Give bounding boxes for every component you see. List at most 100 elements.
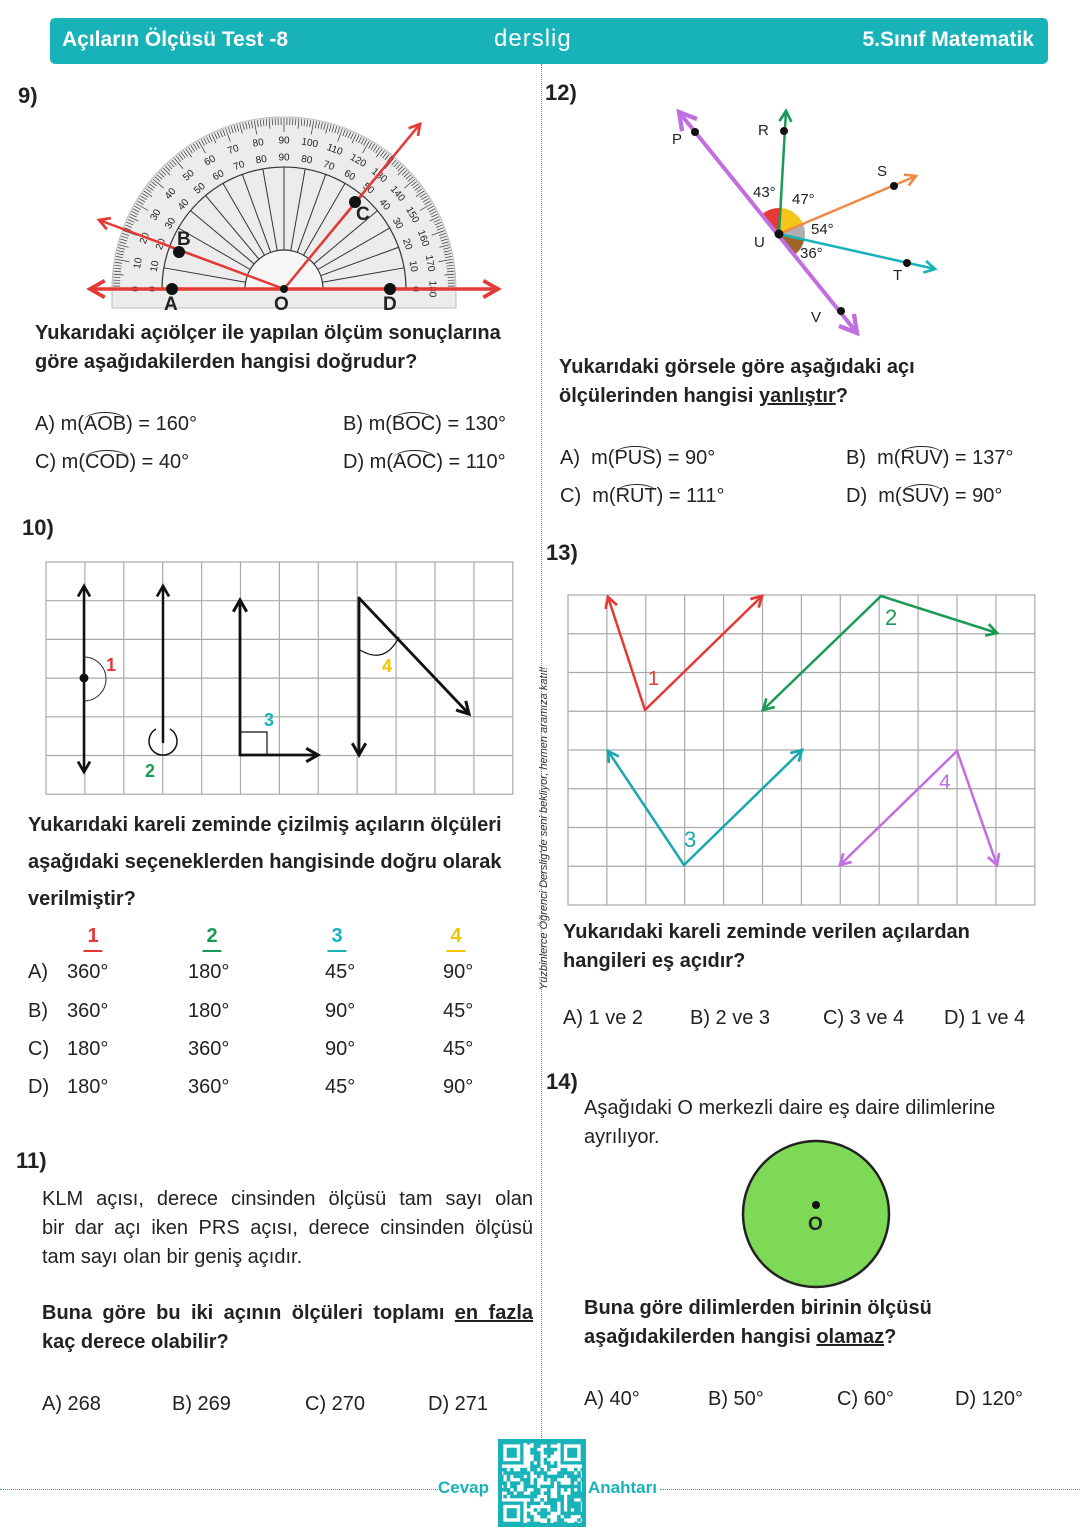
q13-option-c[interactable]: C) 3 ve 4: [823, 1007, 905, 1029]
q10-grid-figure: [45, 561, 514, 795]
q11-option-d[interactable]: D) 271: [428, 1393, 489, 1415]
degree-tick: [368, 142, 373, 149]
q12-option-d[interactable]: D) m(SUV) = 90°: [846, 484, 1003, 507]
degree-tick: [447, 270, 455, 273]
table-cell: 45°: [325, 961, 356, 983]
angle-value-36: 36°: [800, 245, 823, 262]
q14-option-d[interactable]: D) 120°: [955, 1388, 1024, 1410]
point-r: [780, 127, 788, 135]
degree-tick: [113, 273, 124, 276]
q10-option-c[interactable]: C): [28, 1038, 50, 1060]
answer-key-label-left[interactable]: Cevap: [438, 1478, 490, 1497]
q13-grid-figure: [567, 594, 1036, 906]
test-title: Açıların Ölçüsü Test -8: [62, 28, 289, 51]
degree-tick: [114, 264, 122, 267]
table-cell: 180°: [188, 1000, 230, 1022]
degree-tick: [431, 230, 445, 236]
degree-tick: [162, 167, 171, 176]
q14-text-line-2: ayrılıyor.: [584, 1126, 660, 1148]
q9-option-d[interactable]: D) m(AOC) = 110°: [343, 450, 506, 473]
inner-scale-label: 30: [163, 216, 178, 232]
q14-question-line-1: Buna göre dilimlerden birinin ölçüsü: [584, 1297, 932, 1319]
angle-value-54: 54°: [811, 221, 834, 238]
degree-tick: [118, 244, 129, 248]
degree-tick: [198, 140, 206, 154]
degree-tick: [345, 130, 349, 138]
degree-tick: [424, 200, 431, 205]
q11-question-line-1: Buna göre bu iki açının ölçüleri toplamı…: [42, 1302, 533, 1324]
degree-tick: [328, 124, 332, 132]
q14-option-a[interactable]: A) 40°: [584, 1388, 640, 1410]
inner-scale-label: 80: [255, 154, 268, 167]
degree-tick: [253, 120, 258, 135]
degree-tick: [265, 118, 268, 126]
degree-tick: [393, 161, 399, 168]
degree-tick: [122, 232, 130, 236]
degree-tick: [134, 205, 141, 210]
q14-text-line-1: Aşağıdaki O merkezli daire eş daire dili…: [584, 1097, 996, 1119]
qr-code-icon: [498, 1439, 586, 1527]
angle-label-3: 3: [264, 710, 275, 730]
point-label-v: V: [811, 309, 822, 326]
degree-tick: [222, 129, 226, 137]
degree-tick: [149, 183, 155, 189]
q13-option-b[interactable]: B) 2 ve 3: [690, 1007, 771, 1029]
q10-option-a[interactable]: A): [28, 961, 48, 983]
table-cell: 90°: [443, 1076, 474, 1098]
degree-tick: [119, 241, 127, 245]
q10-option-b[interactable]: B): [28, 1000, 48, 1022]
angle-1-vertex: [79, 673, 89, 683]
degree-tick: [242, 122, 245, 130]
degree-tick: [403, 172, 410, 178]
q12-option-c[interactable]: C) m(RUT) = 111°: [560, 484, 725, 507]
q13-option-d[interactable]: D) 1 ve 4: [944, 1007, 1026, 1029]
q14-option-b[interactable]: B) 50°: [708, 1388, 764, 1410]
table-cell: 360°: [188, 1076, 230, 1098]
q11-option-c[interactable]: C) 270: [305, 1393, 366, 1415]
point-p: [691, 128, 699, 136]
q9-option-a[interactable]: A) m(AOB) = 160°: [35, 412, 197, 435]
point-o: [280, 285, 288, 293]
degree-tick: [178, 154, 184, 160]
outer-scale-label: 80: [252, 137, 265, 150]
degree-tick: [225, 128, 231, 142]
subject-label: 5.Sınıf Matematik: [862, 28, 1034, 51]
degree-tick: [190, 145, 195, 152]
angle-2-arc: [148, 728, 178, 756]
q9-option-b[interactable]: B) m(BOC) = 130°: [343, 412, 507, 435]
q14-option-c[interactable]: C) 60°: [837, 1388, 894, 1410]
degree-tick: [444, 273, 455, 276]
degree-tick: [395, 163, 401, 170]
q12-option-a[interactable]: A) m(PUS) = 90°: [560, 446, 716, 469]
angle-value-43: 43°: [753, 184, 776, 201]
question-number-9: 9): [18, 83, 38, 108]
degree-tick: [438, 258, 453, 263]
degree-tick: [137, 200, 144, 205]
circle-figure: [741, 1139, 891, 1289]
degree-tick: [138, 198, 146, 203]
table-cell: 90°: [443, 961, 474, 983]
table-cell: 360°: [188, 1038, 230, 1060]
degree-tick: [115, 258, 130, 263]
answer-key-label-right[interactable]: Anahtarı: [588, 1478, 657, 1497]
point-v: [837, 307, 845, 315]
inner-scale-label: 60: [211, 168, 227, 183]
degree-tick: [169, 161, 175, 168]
q12-option-b[interactable]: B) m(RUV) = 137°: [846, 446, 1014, 469]
q11-option-a[interactable]: A) 268: [42, 1393, 101, 1415]
degree-tick: [200, 139, 205, 146]
outer-scale-label: 160: [415, 229, 431, 249]
q13-question-line-2: hangileri eş açıdır?: [563, 950, 746, 972]
q10-option-d[interactable]: D): [28, 1076, 50, 1098]
point-u: [774, 229, 784, 239]
degree-tick: [431, 213, 438, 218]
degree-tick: [121, 235, 129, 239]
ray-guide: [303, 183, 346, 256]
degree-tick: [421, 195, 428, 200]
ray-guide: [190, 210, 255, 265]
q9-option-c[interactable]: C) m(COD) = 40°: [35, 450, 190, 473]
q13-option-a[interactable]: A) 1 ve 2: [563, 1007, 644, 1029]
q11-option-b[interactable]: B) 269: [172, 1393, 231, 1415]
grid-angle-label-1: 1: [648, 668, 660, 690]
grid-angle-3-ray: [682, 748, 804, 867]
